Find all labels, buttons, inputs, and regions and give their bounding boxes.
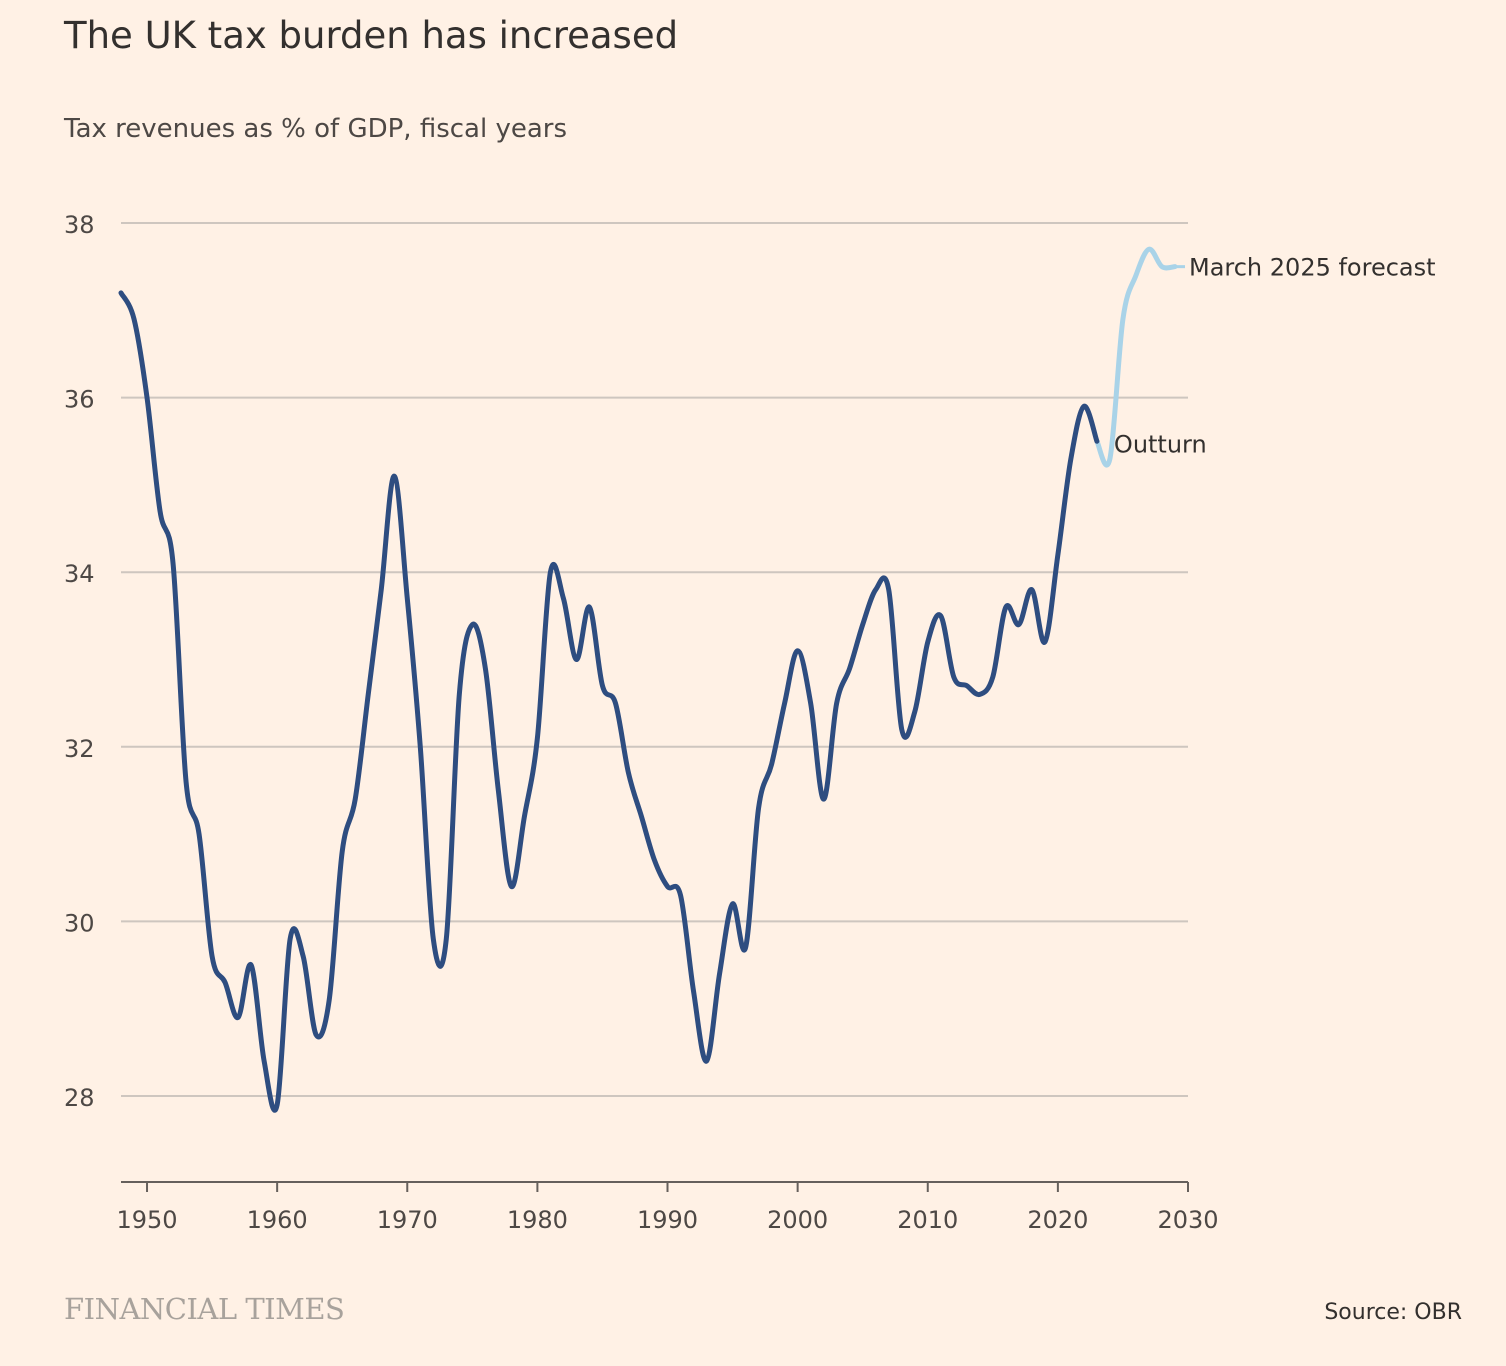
ft-logo: FINANCIAL TIMES bbox=[64, 1292, 345, 1326]
outturn-label: Outturn bbox=[1114, 431, 1207, 459]
y-tick-label: 32 bbox=[64, 735, 95, 763]
x-tick-label: 1960 bbox=[247, 1206, 308, 1234]
x-axis bbox=[121, 1181, 1189, 1192]
chart-title: The UK tax burden has increased bbox=[64, 14, 679, 57]
y-tick-label: 30 bbox=[64, 909, 95, 937]
x-tick-label: 1990 bbox=[637, 1206, 698, 1234]
y-tick-label: 28 bbox=[64, 1084, 95, 1112]
x-tick-label: 1970 bbox=[377, 1206, 438, 1234]
y-axis-labels: 28 30 32 34 36 38 bbox=[64, 211, 95, 1112]
x-tick-label: 2010 bbox=[897, 1206, 958, 1234]
x-tick-label: 2000 bbox=[767, 1206, 828, 1234]
series-annotations: March 2025 forecast Outturn bbox=[1114, 254, 1436, 459]
chart-subtitle: Tax revenues as % of GDP, fiscal years bbox=[64, 114, 568, 144]
y-tick-label: 38 bbox=[64, 211, 95, 239]
source-note: Source: OBR bbox=[1324, 1300, 1462, 1325]
x-tick-label: 2030 bbox=[1157, 1206, 1218, 1234]
outturn-line bbox=[118, 290, 1100, 1113]
x-tick-label: 2020 bbox=[1027, 1206, 1088, 1234]
forecast-label: March 2025 forecast bbox=[1189, 254, 1436, 282]
y-tick-label: 34 bbox=[64, 560, 95, 588]
series-lines bbox=[118, 246, 1178, 1113]
x-axis-labels: 1950 1960 1970 1980 1990 2000 2010 2020 2030 bbox=[116, 1206, 1218, 1234]
x-tick-label: 1980 bbox=[507, 1206, 568, 1234]
gridlines bbox=[121, 222, 1188, 1097]
x-tick-label: 1950 bbox=[116, 1206, 177, 1234]
forecast-line bbox=[1094, 246, 1178, 468]
y-tick-label: 36 bbox=[64, 386, 95, 414]
